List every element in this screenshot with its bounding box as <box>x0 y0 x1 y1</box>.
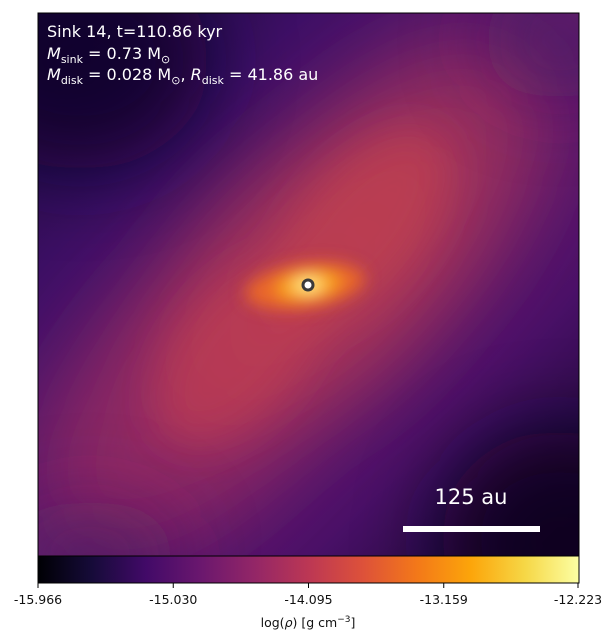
disk-properties-label: Mdisk = 0.028 M⊙, Rdisk = 41.86 au <box>47 65 318 87</box>
sink-title: Sink 14, t=110.86 kyr <box>47 22 223 41</box>
colorbar-tick-label: -12.223 <box>554 592 602 607</box>
scale-bar <box>403 526 540 532</box>
colorbar-tick-label: -15.030 <box>149 592 197 607</box>
sink-marker <box>301 278 315 292</box>
colorbar-tick-label: -15.966 <box>14 592 62 607</box>
colorbar-label: log(ρ) [g cm−3] <box>261 615 356 630</box>
colorbar-tick-label: -14.095 <box>284 592 332 607</box>
sink-mass-label: Msink = 0.73 M⊙ <box>47 44 170 66</box>
colorbar-ticks: -15.966 -15.030 -14.095 -13.159 -12.223 <box>14 583 602 607</box>
colorbar <box>37 555 580 584</box>
colorbar-tick-label: -13.159 <box>420 592 468 607</box>
scale-bar-label: 125 au <box>435 485 508 509</box>
